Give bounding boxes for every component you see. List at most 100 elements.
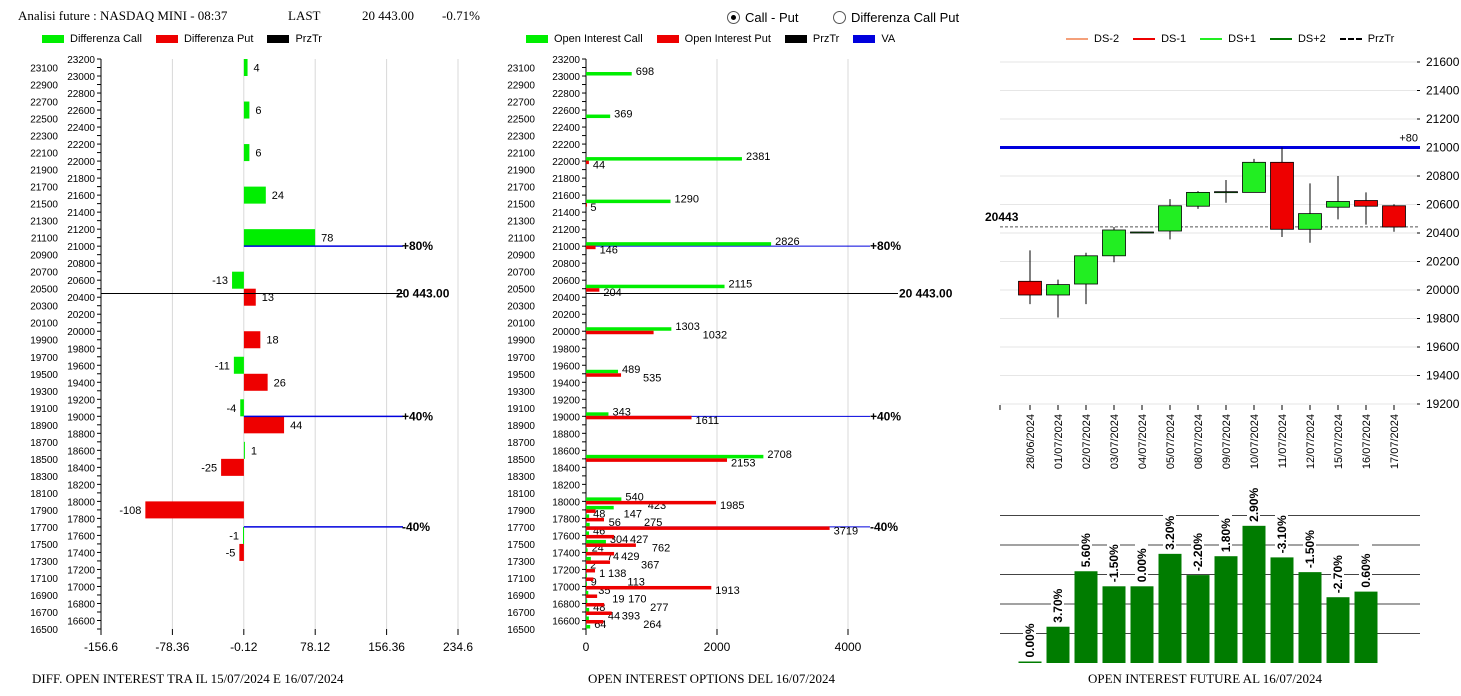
bar-value-label: 44 bbox=[593, 160, 605, 172]
bar-value-label: 6 bbox=[255, 148, 261, 160]
bar-value-label: 1290 bbox=[674, 194, 698, 206]
x-tick-label: 16/07/2024 bbox=[1361, 414, 1373, 469]
level-label: -40% bbox=[870, 520, 898, 534]
call-oi-bar bbox=[586, 616, 589, 620]
bar-value-label: 5.60% bbox=[1079, 533, 1093, 567]
y-tick-label: 17000 bbox=[67, 582, 95, 593]
y-tick-label: 17200 bbox=[67, 565, 95, 576]
legend-label: DS-1 bbox=[1161, 33, 1187, 45]
oi-future-bar bbox=[1046, 626, 1070, 663]
x-tick-label: 08/07/2024 bbox=[1193, 414, 1205, 469]
y-tick-label: 23100 bbox=[30, 64, 58, 75]
bar-value-label: 2115 bbox=[729, 279, 753, 291]
x-tick-label: 11/07/2024 bbox=[1277, 414, 1289, 468]
oi-future-bar bbox=[1214, 556, 1238, 663]
put-oi-bar bbox=[586, 619, 604, 624]
call-diff-bar bbox=[240, 399, 244, 417]
y-tick-label: 22500 bbox=[507, 115, 535, 126]
legend-label: VA bbox=[881, 33, 896, 45]
call-diff-bar bbox=[233, 356, 244, 374]
put-oi-bar bbox=[586, 560, 611, 564]
y-tick-label: 20500 bbox=[507, 285, 535, 296]
call-oi-bar bbox=[586, 556, 591, 561]
y-tick-label: 19700 bbox=[30, 353, 58, 364]
put-oi-bar bbox=[586, 245, 596, 250]
y-tick-label: 16500 bbox=[507, 625, 535, 636]
y-tick-label: 23100 bbox=[507, 64, 535, 75]
y-tick-label: 21700 bbox=[30, 183, 58, 194]
y-tick-label: 19400 bbox=[552, 378, 580, 389]
y-tick-label: 19600 bbox=[552, 361, 580, 372]
y-tick-label: 17500 bbox=[30, 540, 58, 551]
y-tick-label: 17500 bbox=[507, 540, 535, 551]
y-tick-label: 17300 bbox=[30, 557, 58, 568]
y-tick-label: 16700 bbox=[30, 608, 58, 619]
legend-label: PrzTr bbox=[295, 33, 322, 45]
last-value: 20 443.00 bbox=[362, 8, 414, 23]
bar-value-label: 24 bbox=[272, 190, 284, 202]
legend-line-przTr bbox=[1339, 38, 1362, 40]
y-tick-label: 20600 bbox=[552, 276, 580, 287]
bar-value-label: 2826 bbox=[775, 236, 799, 248]
x-tick-label: 0 bbox=[583, 640, 590, 654]
level-label: 20 443.00 bbox=[396, 287, 450, 301]
y-tick-label: 20900 bbox=[507, 251, 535, 262]
bar-value-label: 1 bbox=[251, 445, 257, 457]
y-tick-label: 16800 bbox=[552, 599, 580, 610]
x-tick-label: 02/07/2024 bbox=[1081, 414, 1093, 469]
y-tick-label: 20400 bbox=[1426, 226, 1460, 240]
put-diff-bar bbox=[221, 458, 244, 476]
call-oi-bar bbox=[586, 454, 764, 459]
y-tick-label: 17100 bbox=[30, 574, 58, 585]
put-oi-bar bbox=[586, 526, 830, 530]
x-tick-label: 09/07/2024 bbox=[1221, 414, 1233, 469]
call-oi-bar bbox=[586, 505, 614, 510]
bar-value-label: 1303 bbox=[675, 321, 699, 333]
y-tick-label: 16500 bbox=[30, 625, 58, 636]
bar-value-label: -1 bbox=[229, 530, 239, 542]
legend-candles: DS-2 DS-1 DS+1 DS+2 PrzTr bbox=[1066, 33, 1394, 45]
candle-body bbox=[1102, 229, 1126, 257]
oi-future-bar bbox=[1102, 586, 1126, 663]
y-tick-label: 21300 bbox=[30, 217, 58, 228]
y-tick-label: 22100 bbox=[507, 149, 535, 160]
bar-value-label: 1985 bbox=[720, 500, 744, 512]
y-tick-label: 21500 bbox=[30, 200, 58, 211]
bar-value-label: -5 bbox=[226, 547, 236, 559]
y-tick-label: 19500 bbox=[30, 370, 58, 381]
radio-differenza-call-put[interactable]: Differenza Call Put bbox=[833, 10, 959, 25]
level-label: +80 bbox=[1399, 133, 1418, 145]
bar-value-label: 304 bbox=[610, 534, 628, 546]
legend-swatch-put bbox=[656, 35, 679, 43]
oi-future-bar bbox=[1018, 661, 1042, 663]
call-oi-bar bbox=[586, 242, 772, 246]
bar-value-label: -108 bbox=[119, 505, 141, 517]
put-oi-bar bbox=[586, 534, 614, 539]
y-tick-label: 21600 bbox=[67, 191, 95, 202]
legend-label: Differenza Put bbox=[183, 33, 254, 45]
bar-value-label: 0.60% bbox=[1359, 553, 1373, 587]
label-background bbox=[1023, 613, 1036, 660]
oi-future-bar bbox=[1298, 572, 1322, 663]
bar-value-label: 762 bbox=[652, 542, 670, 554]
y-tick-label: 16600 bbox=[552, 616, 580, 627]
radio-call-put[interactable]: Call - Put bbox=[727, 10, 798, 25]
radio-unselected-icon bbox=[833, 11, 846, 24]
bar-value-label: 26 bbox=[274, 377, 286, 389]
bar-value-label: 5 bbox=[590, 202, 596, 214]
call-oi-bar bbox=[586, 590, 589, 595]
call-diff-bar bbox=[243, 186, 266, 204]
y-tick-label: 23000 bbox=[67, 72, 95, 83]
call-oi-bar bbox=[586, 514, 590, 518]
bar-value-label: 147 bbox=[624, 508, 642, 520]
y-tick-label: 18000 bbox=[552, 497, 580, 508]
label-background bbox=[1303, 524, 1316, 571]
instrument-title: Analisi future : NASDAQ MINI - 08:37 bbox=[18, 8, 228, 23]
call-oi-bar bbox=[586, 582, 587, 586]
bar-value-label: 3.70% bbox=[1051, 588, 1065, 622]
bar-value-label: 48 bbox=[593, 508, 605, 520]
legend-label: DS+2 bbox=[1297, 33, 1326, 45]
y-tick-label: 18300 bbox=[30, 472, 58, 483]
radio-selected-icon bbox=[727, 11, 740, 24]
legend-swatch-call bbox=[526, 35, 548, 43]
